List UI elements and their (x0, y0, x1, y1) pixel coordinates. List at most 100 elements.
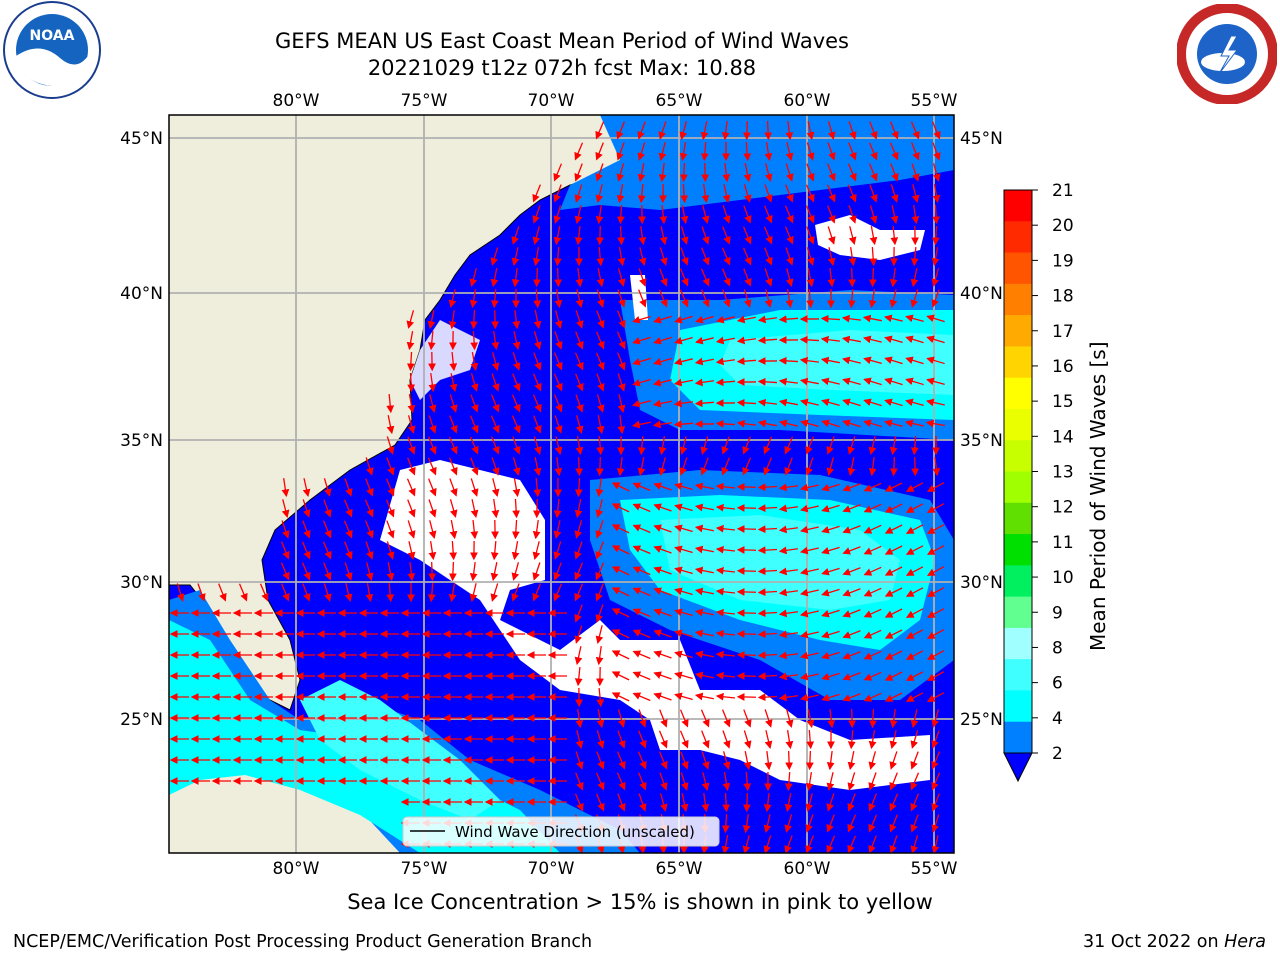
wave-direction-arrow (757, 609, 778, 618)
wave-direction-arrow (694, 378, 715, 387)
wave-direction-arrow (617, 373, 626, 392)
wave-direction-arrow (406, 351, 415, 372)
footer-date: 31 Oct 2022 on Hera (1083, 932, 1266, 952)
wave-direction-arrow (805, 772, 814, 792)
wave-direction-arrow (637, 163, 646, 183)
colorbar-segment (1004, 627, 1032, 660)
wave-direction-arrow (931, 751, 941, 770)
wave-direction-arrow (658, 730, 668, 749)
wave-direction-arrow (926, 524, 945, 534)
wave-direction-arrow (176, 583, 185, 602)
wave-direction-arrow (889, 142, 899, 161)
wave-direction-arrow (490, 583, 499, 602)
wave-direction-arrow (799, 377, 819, 386)
wave-direction-arrow (863, 545, 882, 555)
wave-direction-arrow (821, 609, 840, 618)
map-subtitle: 20221029 t12z 072h fcst Max: 10.88 (367, 56, 757, 80)
wave-direction-arrow (868, 730, 877, 750)
wave-direction-arrow (785, 120, 794, 141)
wave-direction-arrow (491, 331, 500, 351)
wave-direction-arrow (595, 331, 605, 350)
ocean-band (660, 515, 900, 610)
wave-direction-arrow (596, 415, 605, 435)
wave-direction-arrow (715, 503, 736, 512)
wave-direction-arrow (764, 268, 773, 287)
wave-direction-arrow (533, 331, 542, 350)
wave-direction-arrow (910, 772, 920, 791)
wave-direction-arrow (674, 315, 693, 324)
wave-direction-arrow (884, 503, 903, 513)
colorbar-segment (1004, 721, 1032, 754)
wave-direction-arrow (905, 377, 924, 386)
wave-direction-arrow (842, 630, 861, 639)
wave-direction-arrow (884, 587, 903, 597)
colorbar-tick-label: 10 (1052, 568, 1074, 588)
lat-label-left: 30°N (120, 573, 163, 593)
wave-direction-arrow (574, 666, 583, 687)
wave-direction-arrow (931, 814, 940, 833)
wave-direction-arrow (679, 709, 689, 728)
wave-direction-arrow (863, 671, 882, 681)
map-title: GEFS MEAN US East Coast Mean Period of W… (275, 29, 849, 53)
wave-direction-arrow (554, 415, 563, 434)
wave-direction-arrow (821, 567, 840, 576)
wave-direction-arrow (700, 141, 709, 162)
wave-direction-arrow (931, 247, 940, 267)
wave-direction-arrow (926, 377, 945, 386)
wave-direction-arrow (532, 541, 541, 560)
wave-direction-arrow (842, 483, 861, 492)
wave-direction-arrow (715, 587, 736, 596)
wave-direction-arrow (721, 120, 730, 141)
colorbar-segment (1004, 502, 1032, 535)
wave-direction-arrow (701, 772, 710, 792)
wave-direction-arrow (905, 587, 924, 597)
colorbar-tick-label: 2 (1052, 744, 1063, 764)
wave-direction-arrow (449, 373, 458, 393)
wave-direction-arrow (778, 693, 799, 702)
wave-direction-arrow (785, 184, 794, 203)
wave-direction-arrow (827, 121, 836, 140)
wave-direction-arrow (743, 751, 752, 771)
wave-direction-arrow (799, 398, 819, 407)
wave-direction-arrow (680, 183, 689, 204)
lon-label-top: 70°W (528, 91, 575, 111)
wave-direction-arrow (575, 456, 584, 477)
wave-direction-arrow (680, 751, 689, 770)
wave-direction-arrow (884, 524, 903, 534)
wave-direction-arrow (533, 267, 541, 288)
wave-direction-arrow (841, 314, 862, 323)
wave-direction-arrow (512, 352, 521, 371)
wave-direction-arrow (637, 457, 646, 477)
lat-label-left: 45°N (120, 129, 163, 149)
wave-direction-arrow (820, 356, 840, 365)
wave-direction-arrow (428, 541, 437, 561)
wave-direction-arrow (490, 562, 499, 582)
wave-direction-arrow (532, 247, 541, 267)
wave-direction-arrow (365, 541, 374, 560)
wave-direction-arrow (785, 289, 794, 309)
wave-direction-arrow (532, 373, 542, 392)
wave-direction-arrow (926, 545, 945, 555)
wave-direction-arrow (764, 247, 773, 266)
wave-direction-arrow (617, 268, 626, 287)
wave-direction-arrow (611, 482, 630, 492)
colorbar-segment (1004, 283, 1032, 316)
wave-direction-arrow (533, 457, 542, 477)
lon-label-top: 75°W (401, 91, 448, 111)
wave-direction-arrow (848, 267, 856, 288)
wave-direction-arrow (553, 583, 563, 602)
wave-direction-arrow (652, 420, 673, 429)
wave-direction-arrow (715, 524, 736, 533)
wave-direction-arrow (616, 204, 625, 225)
wave-direction-arrow (743, 268, 752, 287)
wave-direction-arrow (407, 499, 416, 518)
wave-direction-arrow (428, 520, 437, 539)
wave-direction-arrow (715, 692, 736, 701)
wave-direction-arrow (764, 120, 773, 141)
wave-direction-arrow (674, 524, 693, 533)
wave-direction-arrow (428, 499, 437, 518)
wave-direction-arrow (932, 184, 941, 204)
wave-direction-arrow (532, 562, 541, 581)
wave-direction-arrow (553, 562, 562, 581)
colorbar-tick-label: 6 (1052, 674, 1063, 694)
